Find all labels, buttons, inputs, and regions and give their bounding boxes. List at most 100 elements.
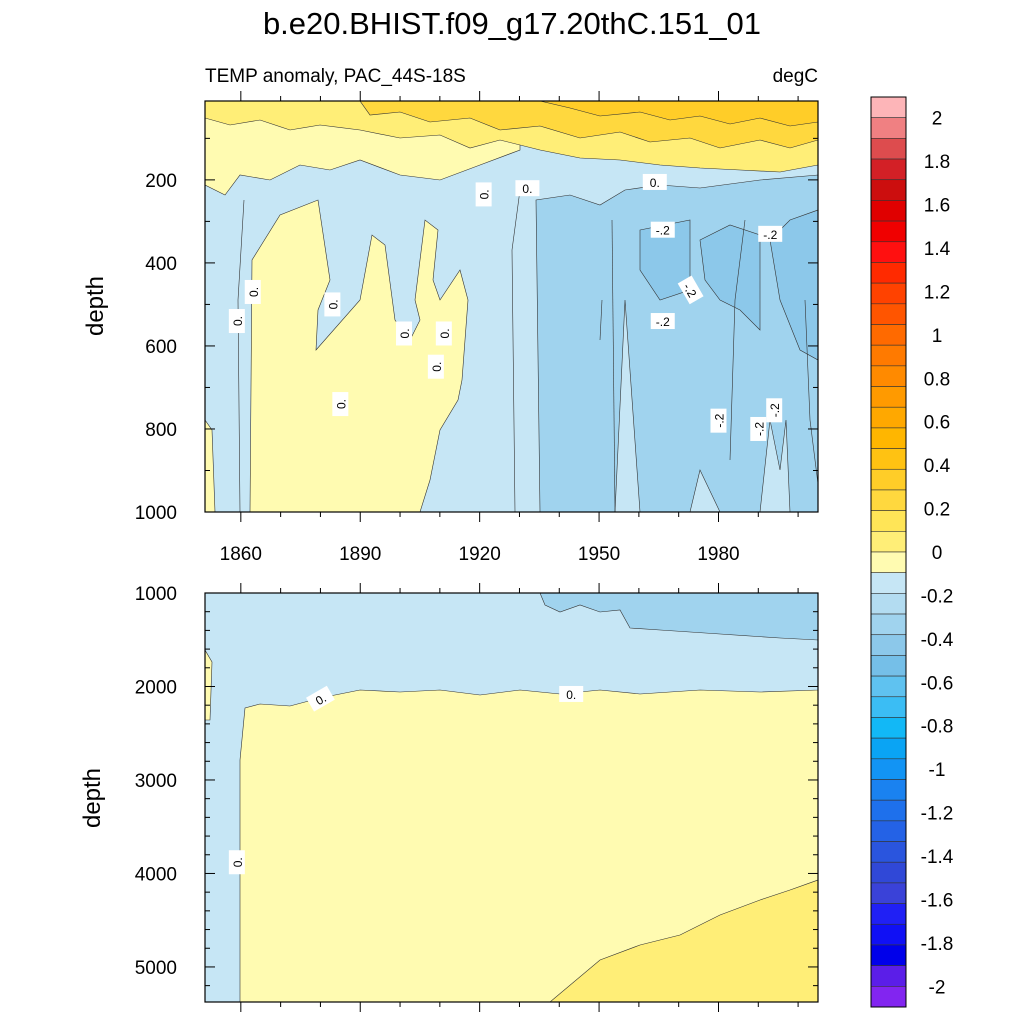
contour-label-bg bbox=[427, 354, 444, 379]
contour-label-bg bbox=[758, 225, 783, 242]
colorbar-label: 0.4 bbox=[924, 456, 951, 477]
contour-label: -.2 bbox=[758, 225, 783, 242]
contour-label: -.2 bbox=[750, 416, 767, 441]
colorbar-swatch bbox=[870, 158, 907, 181]
contour-label-text: 0. bbox=[398, 328, 412, 338]
lower-cool-core bbox=[539, 593, 818, 641]
contour-label: 0. bbox=[642, 173, 667, 190]
colorbar-swatch bbox=[870, 551, 907, 573]
x-tick-label: 1860 bbox=[220, 544, 262, 565]
colorbar-swatch bbox=[870, 200, 907, 222]
upper-zero-region-a bbox=[249, 199, 469, 512]
colorbar-swatch bbox=[870, 655, 907, 677]
colorbar-swatch bbox=[870, 799, 907, 822]
upper-y-axis-label: depth bbox=[82, 276, 109, 336]
colorbar-labels: 2 1.8 1.6 1.4 1.2 1 0.8 0.6 0.4 0.2 0 -0.2 -0.4 -0.6 -… bbox=[921, 109, 954, 999]
contour-label: 0. bbox=[244, 279, 261, 304]
colorbar-label: -1.2 bbox=[921, 804, 954, 825]
colorbar-swatch bbox=[870, 241, 907, 263]
contour-label-bg bbox=[642, 173, 667, 190]
contour-label: -.2 bbox=[650, 313, 675, 330]
contour-label-bg bbox=[396, 321, 413, 346]
lower-y-axis-label: depth bbox=[79, 768, 106, 828]
lower-depth-panel: depth bbox=[79, 583, 819, 1012]
colorbar-swatch bbox=[870, 758, 907, 780]
contour-label-bg bbox=[228, 850, 245, 875]
colorbar-swatch bbox=[870, 386, 907, 408]
x-tick-label: 1920 bbox=[459, 544, 501, 565]
upper-zero-strip bbox=[205, 419, 216, 512]
x-tick-label: 1980 bbox=[697, 544, 739, 565]
contour-label-bg bbox=[677, 275, 704, 305]
colorbar-swatch bbox=[870, 282, 907, 305]
colorbar-label: -1.4 bbox=[921, 847, 954, 868]
contour-label-bg bbox=[332, 392, 349, 417]
left-subtitle: TEMP anomaly, PAC_44S-18S bbox=[205, 66, 466, 87]
colorbar-swatch bbox=[870, 965, 907, 987]
y-tick-labels: 200 400 600 800 1000 1000 2000 3000 4000 5000 bbox=[135, 171, 177, 979]
contour-label-text: 0. bbox=[231, 316, 245, 326]
contour-label-bg bbox=[750, 416, 767, 441]
colorbar-swatch bbox=[870, 220, 907, 243]
colorbar-swatch bbox=[870, 324, 907, 346]
contour-label: 0. bbox=[306, 685, 335, 712]
upper-y-tick-label: 400 bbox=[145, 254, 177, 275]
contour-label-text: 0. bbox=[522, 182, 532, 196]
contour-label-text: -.2 bbox=[763, 228, 777, 242]
contour-label-bg bbox=[228, 309, 245, 334]
lower-warm-region bbox=[549, 879, 818, 1002]
colorbar-swatch bbox=[870, 986, 907, 1008]
contour-label-text: -.2 bbox=[680, 281, 699, 300]
upper-warm-peak bbox=[539, 101, 818, 127]
colorbar-swatch bbox=[870, 427, 907, 449]
contour-label-text: -.2 bbox=[656, 315, 670, 329]
upper-cool-core bbox=[639, 209, 818, 361]
colorbar bbox=[870, 96, 907, 1008]
contour-label: -.2 bbox=[710, 408, 727, 433]
colorbar-swatch bbox=[870, 531, 907, 553]
colorbar-swatch bbox=[870, 303, 907, 325]
colorbar-label: -0.2 bbox=[921, 586, 954, 607]
contour-label-text: 0. bbox=[438, 328, 452, 338]
contour-label: 0. bbox=[475, 182, 492, 207]
colorbar-label: 2 bbox=[932, 109, 943, 130]
contour-labels: 0.0.0.0.0.0.0.0. 0. 0.-.2-.2-.2-.2-.2-.2-.… bbox=[228, 173, 783, 875]
contour-label: 0. bbox=[559, 685, 584, 702]
colorbar-label: -0.8 bbox=[921, 717, 954, 738]
contour-label-bg bbox=[324, 292, 341, 317]
colorbar-swatch bbox=[870, 861, 907, 884]
colorbar-swatch bbox=[870, 138, 907, 160]
lower-x-ticks bbox=[240, 583, 719, 1012]
contour-label-bg bbox=[650, 313, 675, 330]
colorbar-label: -0.4 bbox=[921, 630, 954, 651]
contour-label: 0. bbox=[427, 354, 444, 379]
upper-y-ticks bbox=[205, 137, 818, 513]
upper-y-tick-label: 800 bbox=[145, 420, 177, 441]
upper-y-tick-label: 1000 bbox=[135, 503, 177, 524]
colorbar-swatch bbox=[870, 117, 907, 139]
contour-label-text: 0. bbox=[326, 299, 340, 309]
contour-label: 0. bbox=[515, 180, 540, 197]
upper-contour-field bbox=[205, 101, 818, 512]
contour-label-bg bbox=[435, 321, 452, 346]
colorbar-swatch bbox=[870, 737, 907, 760]
contour-label: 0. bbox=[228, 309, 245, 334]
x-tick-label: 1950 bbox=[578, 544, 620, 565]
x-tick-labels: 1860 1890 1920 1950 1980 bbox=[220, 544, 740, 565]
colorbar-label: 0.2 bbox=[924, 500, 950, 521]
colorbar-swatch bbox=[870, 468, 907, 491]
contour-label-text: 0. bbox=[566, 688, 576, 702]
colorbar-label: -1.6 bbox=[921, 890, 954, 911]
upper-x-ticks bbox=[240, 91, 799, 1007]
contour-label-bg bbox=[650, 221, 675, 238]
contour-label-bg bbox=[710, 408, 727, 433]
colorbar-label: -1 bbox=[929, 760, 946, 781]
contour-label-text: 0. bbox=[231, 857, 245, 867]
upper-depth-panel: depth bbox=[82, 91, 819, 1007]
contour-label-text: -.2 bbox=[656, 224, 670, 238]
contour-label-text: 0. bbox=[247, 287, 261, 297]
contour-label-bg bbox=[766, 398, 783, 423]
contour-label-bg bbox=[559, 685, 584, 702]
main-title: b.e20.BHIST.f09_g17.20thC.151_01 bbox=[263, 6, 761, 41]
